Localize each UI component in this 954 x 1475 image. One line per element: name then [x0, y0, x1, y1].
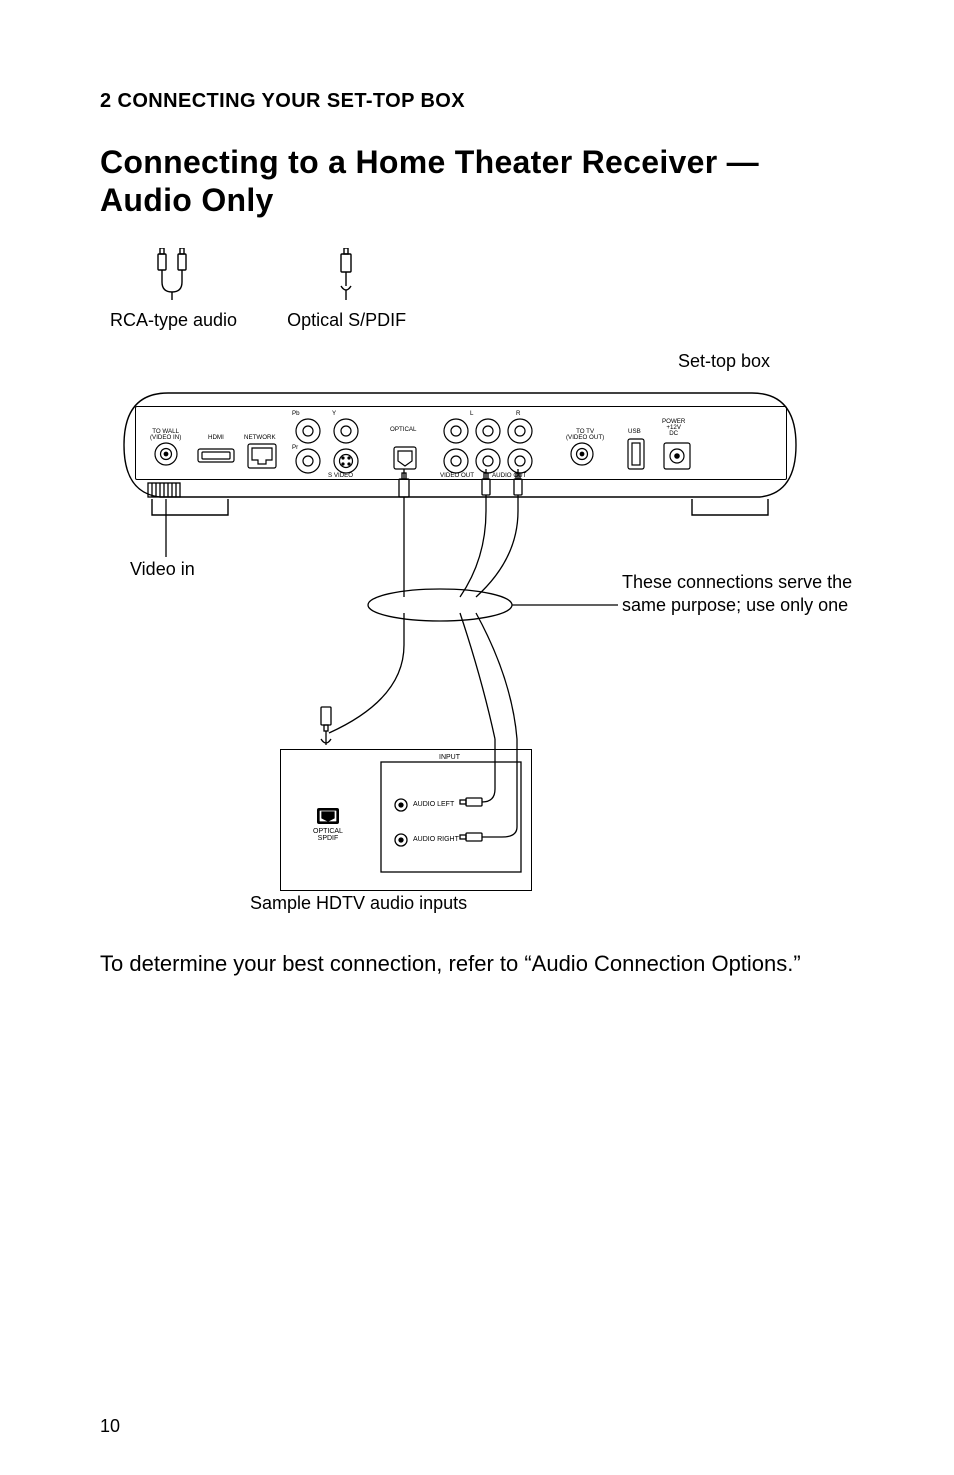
connection-note: These connections serve the same purpose…: [622, 571, 882, 618]
page: 2 CONNECTING YOUR SET-TOP BOX Connecting…: [0, 0, 954, 1475]
settop-box-chassis: TO WALL (VIDEO IN) HDMI NETWORK Pb Y Pr …: [100, 389, 820, 519]
label-hdmi: HDMI: [208, 435, 224, 441]
note-line1: These connections serve the: [622, 572, 852, 592]
optical-cable-item: Optical S/PDIF: [287, 248, 406, 331]
section-label: 2 CONNECTING YOUR SET-TOP BOX: [100, 90, 854, 113]
settop-box-label: Set-top box: [678, 351, 770, 372]
receiver-audio-right-label: AUDIO RIGHT: [413, 836, 459, 843]
label-svideo: S VIDEO: [328, 473, 353, 479]
label-pr: Pr: [292, 445, 298, 451]
label-video-out: VIDEO OUT: [440, 473, 474, 479]
label-pb: Pb: [292, 411, 300, 417]
label-power: POWER +12V DC: [662, 419, 685, 438]
note-line2: same purpose; use only one: [622, 595, 848, 615]
wiring-diagram: Set-top box: [100, 379, 860, 939]
receiver-optical-label: OPTICAL SPDIF: [313, 828, 343, 842]
rca-cable-item: RCA-type audio: [110, 248, 237, 331]
page-number: 10: [100, 1416, 120, 1437]
label-optical: OPTICAL: [390, 427, 416, 433]
label-l: L: [470, 411, 473, 417]
sample-hdtv-caption: Sample HDTV audio inputs: [250, 893, 467, 914]
video-in-label: Video in: [130, 559, 195, 580]
label-to-tv: TO TV (VIDEO OUT): [566, 429, 604, 441]
label-to-wall: TO WALL (VIDEO IN): [150, 429, 181, 441]
receiver-input-label: INPUT: [439, 754, 460, 761]
cable-types-row: RCA-type audio Optical S/PDIF: [110, 248, 854, 331]
audio-connection-body: To determine your best connection, refer…: [100, 949, 860, 979]
receiver-audio-left-label: AUDIO LEFT: [413, 801, 454, 808]
rca-cable-icon: [144, 248, 204, 302]
label-audio-out: AUDIO OUT: [492, 473, 526, 479]
hdtv-receiver-box: INPUT OPTICAL SPDIF AUDIO LEFT AUDIO RIG…: [280, 749, 532, 891]
label-usb: USB: [628, 429, 641, 435]
label-r: R: [516, 411, 520, 417]
label-network: NETWORK: [244, 435, 276, 441]
optical-cable-icon: [327, 248, 367, 302]
label-y: Y: [332, 411, 336, 417]
rca-caption: RCA-type audio: [110, 310, 237, 331]
rear-panel: TO WALL (VIDEO IN) HDMI NETWORK Pb Y Pr …: [135, 406, 787, 480]
section-title: Connecting to a Home Theater Receiver — …: [100, 143, 854, 220]
optical-caption: Optical S/PDIF: [287, 310, 406, 331]
